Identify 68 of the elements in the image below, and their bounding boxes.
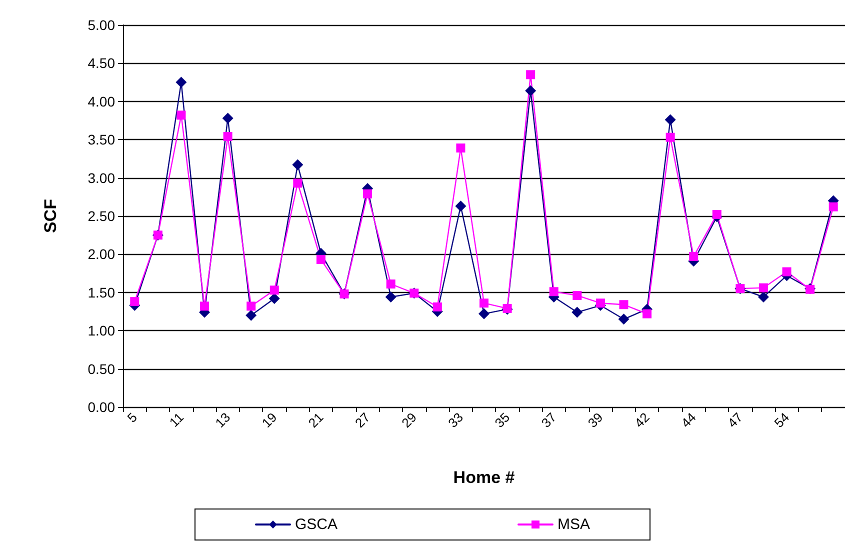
point — [478, 308, 490, 320]
y-tick-label: 2.50 — [88, 208, 116, 224]
point — [222, 112, 234, 124]
x-tick-label: 44 — [678, 410, 699, 431]
point — [385, 291, 396, 302]
point — [480, 298, 488, 308]
y-tick-label: 3.00 — [88, 170, 116, 186]
x-tick-label: 37 — [538, 410, 560, 431]
legend-label: MSA — [558, 516, 590, 533]
x-axis-title: Home # — [453, 468, 516, 487]
point — [246, 302, 256, 311]
point — [549, 287, 558, 296]
point — [618, 314, 630, 325]
point — [642, 309, 652, 318]
point — [666, 132, 675, 142]
y-tick-label: 4.50 — [88, 55, 116, 72]
point — [456, 144, 466, 153]
x-tick-label: 29 — [398, 410, 420, 431]
point — [432, 302, 442, 312]
point — [246, 310, 257, 321]
point — [316, 255, 326, 264]
y-tick-label: 4.00 — [88, 93, 116, 110]
x-tick-label: 11 — [166, 410, 187, 430]
point — [712, 210, 722, 219]
x-tick-label: 27 — [352, 410, 373, 431]
x-tick-label: 54 — [771, 410, 792, 431]
point — [526, 70, 536, 80]
x-tick-label: 5 — [124, 410, 140, 426]
point — [176, 110, 186, 120]
y-tick-label: 5.00 — [88, 17, 116, 33]
legend-label: GSCA — [294, 516, 338, 533]
point — [176, 76, 187, 88]
point — [200, 302, 210, 311]
point — [363, 189, 372, 198]
y-tick-label: 2.00 — [88, 246, 116, 262]
point — [130, 297, 140, 306]
point — [689, 252, 698, 261]
x-tick-label: 13 — [212, 410, 234, 431]
x-tick-label: 42 — [632, 410, 652, 431]
point — [572, 306, 583, 318]
x-tick-label: 47 — [724, 410, 746, 431]
point — [293, 178, 302, 188]
point — [619, 300, 628, 310]
point — [782, 267, 792, 276]
point — [270, 286, 279, 295]
point — [268, 293, 280, 304]
point — [758, 291, 769, 302]
x-tick-label: 35 — [492, 410, 513, 431]
point — [223, 132, 232, 142]
y-tick-label: 0.00 — [88, 399, 116, 415]
point — [828, 202, 838, 212]
point — [664, 114, 676, 126]
point — [525, 85, 536, 96]
point — [386, 279, 396, 288]
point — [292, 159, 304, 170]
x-tick-label: 21 — [305, 410, 326, 431]
x-tick-label: 33 — [445, 410, 466, 431]
x-tick-label: 19 — [258, 410, 280, 431]
y-tick-label: 1.00 — [88, 322, 116, 339]
y-tick-label: 0.50 — [88, 360, 116, 377]
point — [758, 283, 768, 292]
point — [596, 298, 605, 308]
point — [455, 200, 466, 212]
x-tick-label: 39 — [584, 410, 606, 431]
y-axis-title: SCF — [41, 199, 60, 233]
point — [572, 290, 582, 300]
y-tick-label: 1.50 — [88, 284, 116, 300]
y-tick-label: 3.50 — [88, 132, 116, 148]
